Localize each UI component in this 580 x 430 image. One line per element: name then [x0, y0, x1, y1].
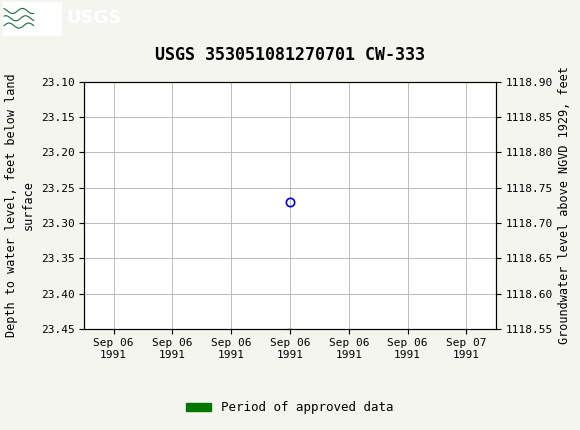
Legend: Period of approved data: Period of approved data [181, 396, 399, 419]
Bar [3, 2, 61, 35]
Y-axis label: Groundwater level above NGVD 1929, feet: Groundwater level above NGVD 1929, feet [559, 66, 571, 344]
Y-axis label: Depth to water level, feet below land
surface: Depth to water level, feet below land su… [5, 74, 35, 337]
Text: USGS 353051081270701 CW-333: USGS 353051081270701 CW-333 [155, 46, 425, 64]
Text: USGS: USGS [67, 9, 122, 27]
